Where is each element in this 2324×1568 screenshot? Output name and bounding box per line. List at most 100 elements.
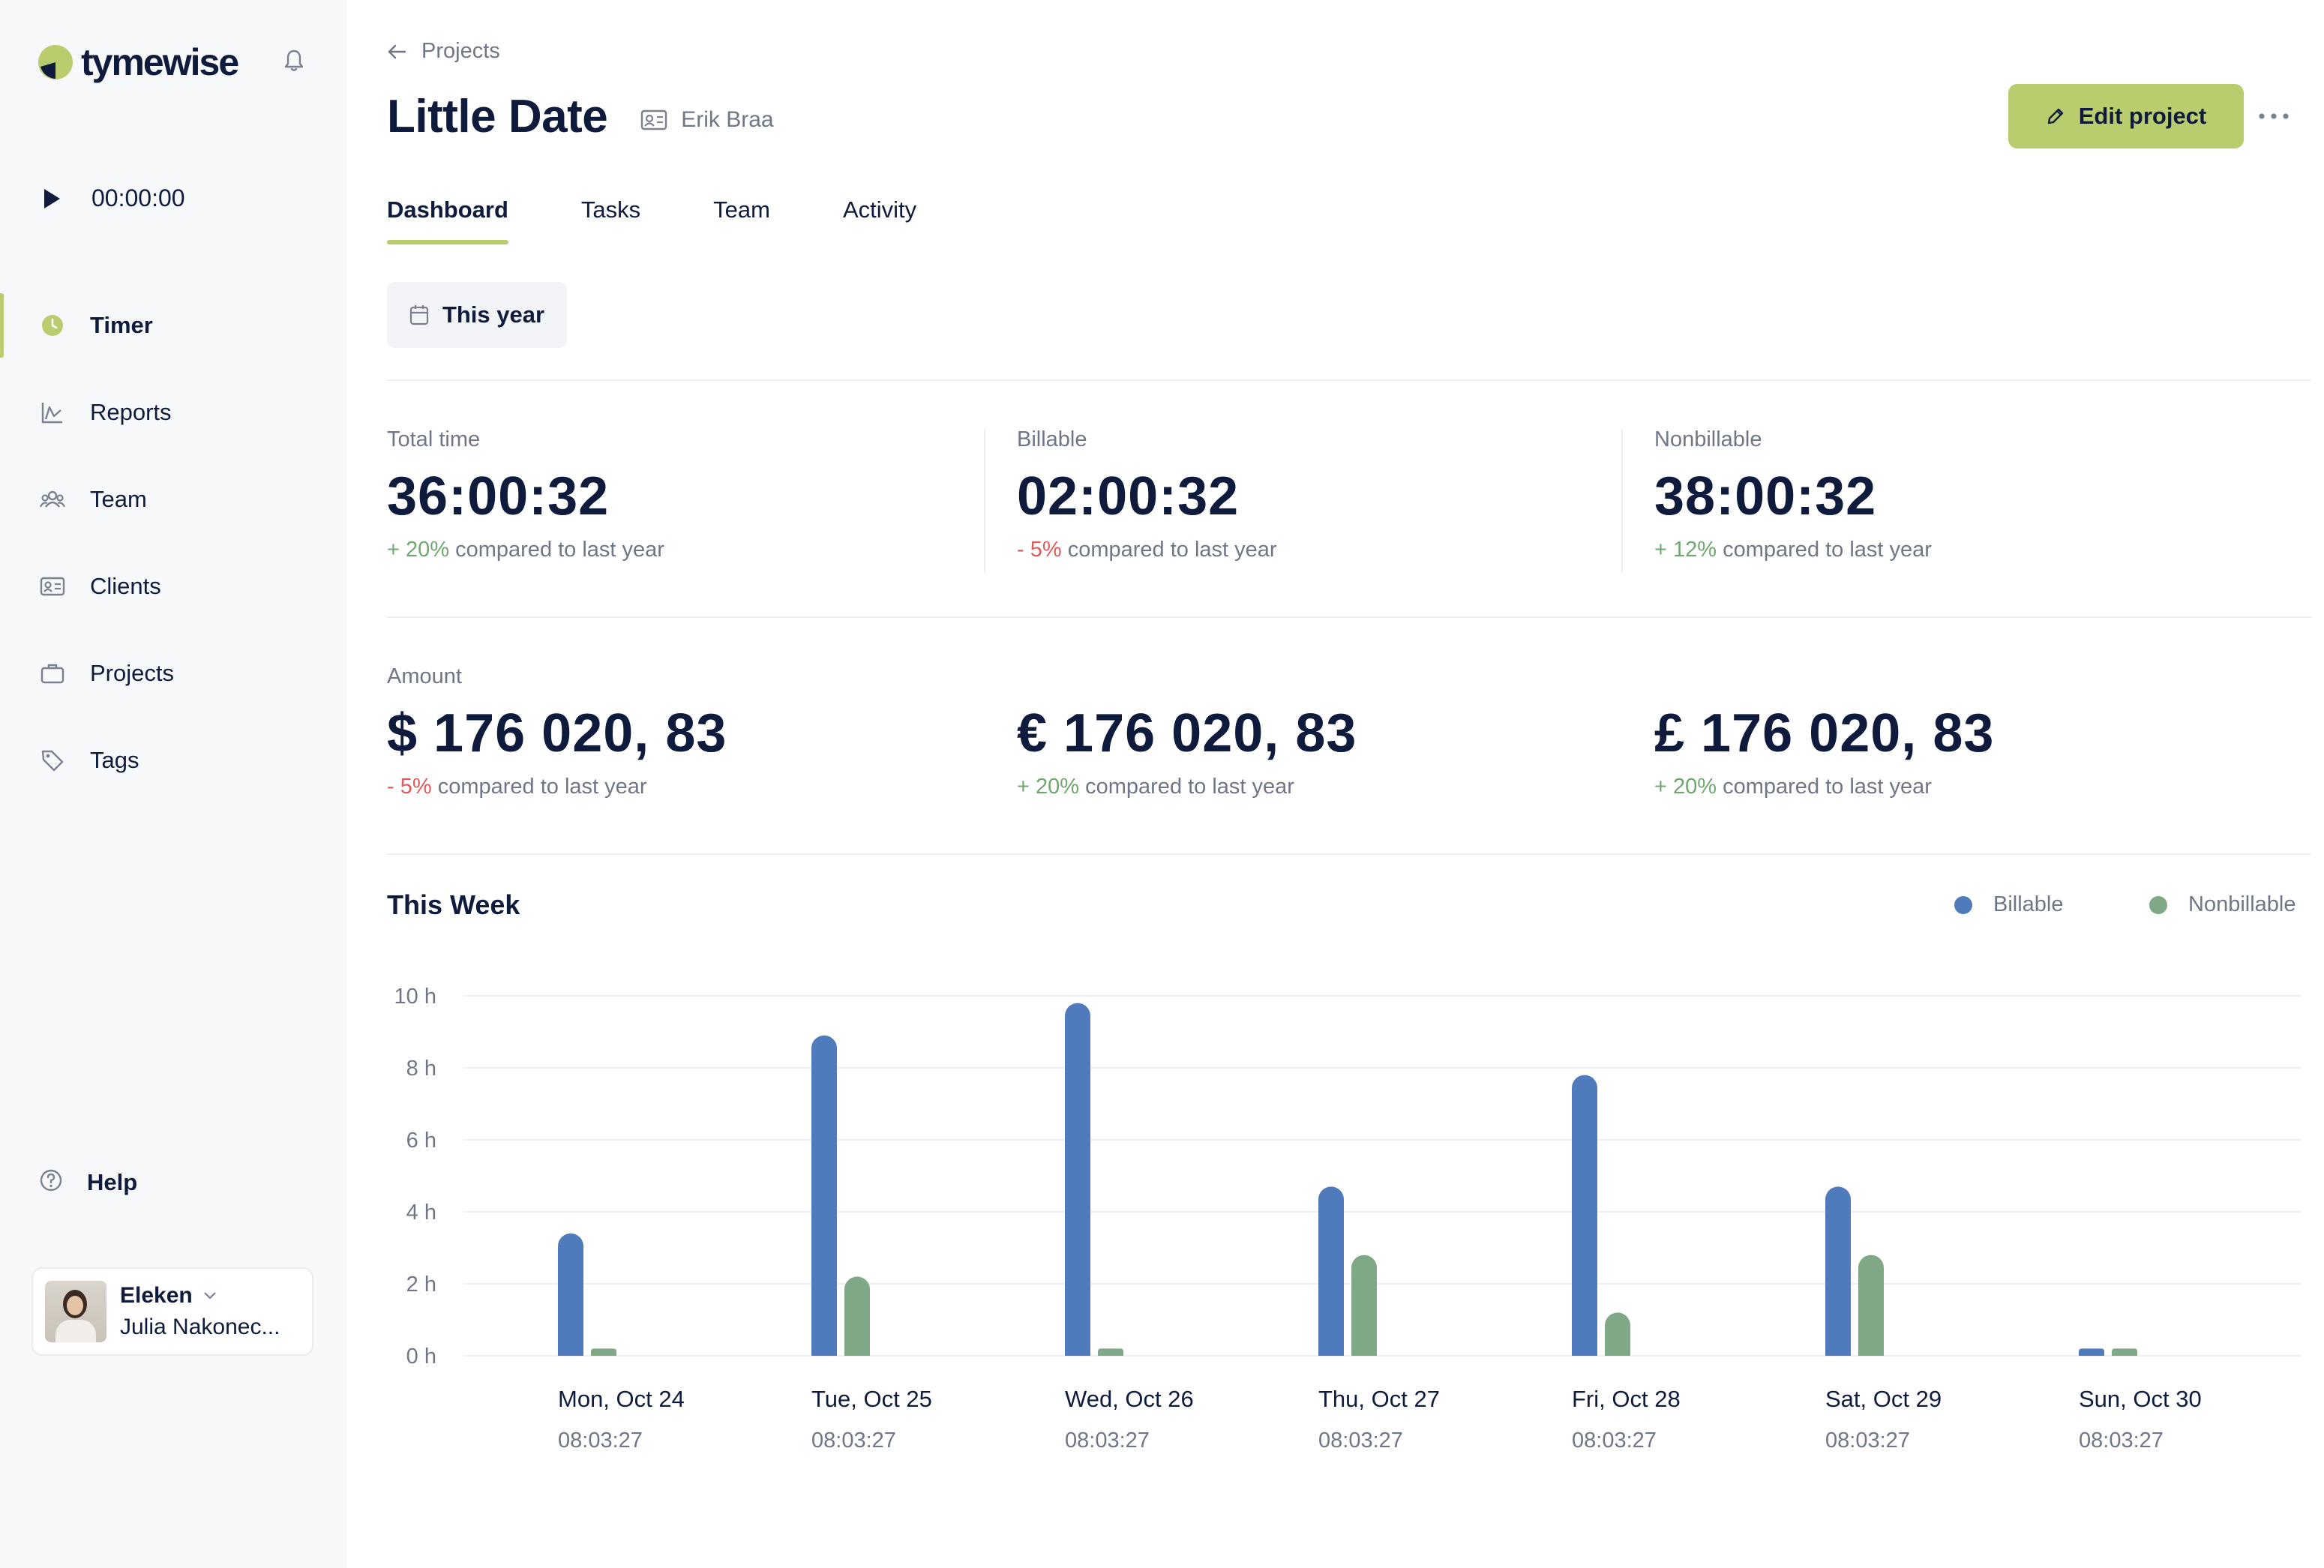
tab-activity[interactable]: Activity (842, 196, 917, 223)
amount-value: $ 176 020, 83 (387, 703, 727, 763)
legend-label: Billable (1993, 892, 2064, 916)
weekly-bar-chart: 0 h 2 h 4 h 6 h 8 h 10 h Mon, Oct 24 08:03:27 Tu… (394, 985, 2301, 1453)
project-owner: Erik Braa (640, 106, 774, 133)
stat-label: Billable (1017, 427, 1087, 451)
app-name: tymewise (81, 41, 239, 83)
more-horizontal-icon[interactable] (2256, 105, 2292, 127)
amount-compare-text: compared to last year (1085, 775, 1294, 799)
stat-nonbillable: Nonbillable 38:00:32 + 12% compared to l… (1654, 427, 1932, 562)
tab-team[interactable]: Team (713, 196, 770, 223)
team-icon (39, 486, 66, 513)
bar-nonbillable (2112, 1348, 2137, 1356)
bar-nonbillable (1605, 1312, 1630, 1356)
day-total-label: 08:03:27 (558, 1429, 643, 1453)
x-tick-label: Mon, Oct 24 (558, 1386, 685, 1412)
legend-label: Nonbillable (2188, 892, 2296, 916)
period-label: This year (442, 301, 545, 328)
amount-eur: € 176 020, 83 + 20% compared to last yea… (1017, 664, 1357, 799)
sidebar-item-label: Reports (90, 399, 172, 425)
breadcrumb[interactable]: Projects (387, 39, 500, 64)
stat-total-time: Total time 36:00:32 + 20% compared to la… (387, 427, 664, 562)
stat-compare-text: compared to last year (1067, 538, 1277, 562)
sidebar-item-tags[interactable]: Tags (0, 717, 346, 804)
sidebar-item-timer[interactable]: Timer (0, 282, 346, 369)
amount-change: + 20% (1654, 775, 1717, 799)
sidebar-item-projects[interactable]: Projects (0, 630, 346, 717)
amount-compare-text: compared to last year (437, 775, 647, 799)
sidebar-item-label: Tags (90, 747, 139, 773)
sidebar-item-team[interactable]: Team (0, 456, 346, 543)
stat-label: Nonbillable (1654, 427, 1762, 451)
help-label: Help (87, 1168, 138, 1195)
owner-name: Erik Braa (681, 106, 774, 132)
quick-timer[interactable]: 00:00:00 (42, 184, 185, 212)
day-total-label: 08:03:27 (1825, 1429, 1910, 1453)
stat-compare-text: compared to last year (1723, 538, 1932, 562)
page-title: Little Date (387, 91, 608, 142)
bar-nonbillable (1858, 1255, 1884, 1356)
sidebar-item-reports[interactable]: Reports (0, 369, 346, 456)
stat-value: 02:00:32 (1017, 466, 1240, 526)
stat-compare: - 5% compared to last year (1017, 538, 1277, 562)
play-icon[interactable] (42, 187, 61, 210)
bar-billable (558, 1233, 583, 1356)
stat-value: 36:00:32 (387, 466, 610, 526)
bar-billable (1572, 1075, 1597, 1356)
briefcase-icon (39, 660, 66, 687)
timer-display: 00:00:00 (91, 184, 185, 211)
y-tick-label: 10 h (394, 985, 436, 1009)
bell-icon[interactable] (282, 48, 306, 73)
sidebar-item-help[interactable]: Help (39, 1168, 137, 1196)
divider (1621, 429, 1623, 573)
sidebar-item-label: Clients (90, 573, 161, 599)
stat-billable: Billable 02:00:32 - 5% compared to last … (1017, 427, 1277, 562)
arrow-left-icon (388, 44, 406, 58)
logo[interactable]: tymewise (37, 40, 239, 84)
stat-compare: + 20% compared to last year (387, 538, 664, 562)
x-tick-label: Thu, Oct 27 (1318, 1386, 1440, 1412)
breadcrumb-projects[interactable]: Projects (421, 39, 500, 63)
sidebar-item-label: Projects (90, 660, 174, 686)
day-total-label: 08:03:27 (2079, 1429, 2164, 1453)
amount-gbp: £ 176 020, 83 + 20% compared to last yea… (1654, 664, 1994, 799)
period-filter[interactable]: This year (387, 282, 567, 348)
day-total-label: 08:03:27 (811, 1429, 896, 1453)
main-content: Projects Little Date Erik Braa Edit proj… (346, 0, 2324, 1568)
edit-project-button[interactable]: Edit project (2008, 84, 2244, 148)
stat-change: + 20% (387, 538, 450, 562)
chart-title: This Week (387, 889, 520, 920)
bar-billable (1318, 1186, 1344, 1356)
sidebar: tymewise 00:00:00 Timer Reports Team (0, 0, 346, 1568)
pencil-icon (2047, 108, 2063, 124)
amount-value: € 176 020, 83 (1017, 703, 1357, 763)
amount-compare: + 20% compared to last year (1017, 775, 1357, 799)
y-tick-label: 2 h (406, 1273, 436, 1297)
amount-change: - 5% (387, 775, 432, 799)
x-tick-label: Sat, Oct 29 (1825, 1386, 1942, 1412)
clients-icon (39, 573, 66, 600)
amount-compare-text: compared to last year (1723, 775, 1932, 799)
bar-billable (2079, 1348, 2104, 1356)
divider (984, 429, 985, 573)
y-tick-label: 8 h (406, 1057, 436, 1081)
y-tick-label: 6 h (406, 1129, 436, 1153)
day-total-label: 08:03:27 (1572, 1429, 1657, 1453)
tab-dashboard[interactable]: Dashboard (387, 196, 508, 246)
bar-billable (1065, 1003, 1090, 1356)
user-switcher[interactable]: Eleken Julia Nakonec... (31, 1267, 313, 1356)
amount-compare: + 20% compared to last year (1654, 775, 1994, 799)
legend-swatch (1954, 895, 1972, 914)
tab-tasks[interactable]: Tasks (580, 196, 641, 223)
sidebar-item-label: Timer (90, 312, 153, 338)
legend-nonbillable: Nonbillable (2149, 892, 2296, 917)
sidebar-item-clients[interactable]: Clients (0, 543, 346, 630)
bar-nonbillable (591, 1348, 616, 1356)
id-card-icon (641, 109, 667, 130)
stat-change: + 12% (1654, 538, 1717, 562)
divider (387, 379, 2311, 381)
organization-name: Eleken (120, 1283, 193, 1308)
y-tick-label: 0 h (406, 1345, 436, 1369)
x-tick-label: Sun, Oct 30 (2079, 1386, 2202, 1412)
x-tick-label: Fri, Oct 28 (1572, 1386, 1681, 1412)
x-tick-label: Wed, Oct 26 (1065, 1386, 1194, 1412)
